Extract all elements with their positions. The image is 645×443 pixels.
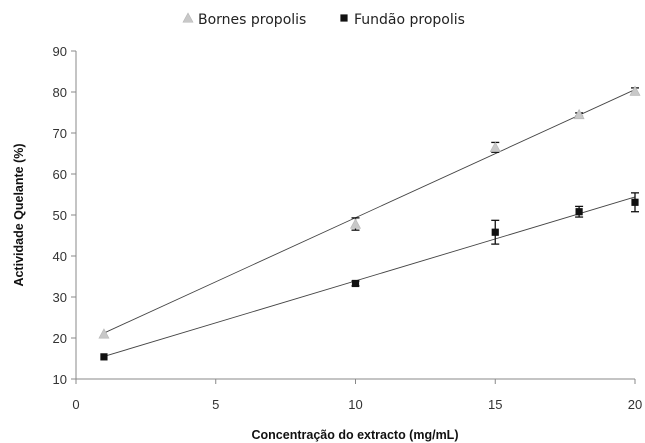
x-tick-label: 20 bbox=[628, 397, 642, 412]
data-point bbox=[573, 108, 585, 120]
y-tick-label: 60 bbox=[53, 167, 67, 182]
legend-label: Bornes propolis bbox=[198, 12, 306, 28]
data-point bbox=[629, 85, 641, 96]
axes: 10 20 30 40 50 60 70 80 90 0 5 10 15 20 bbox=[53, 44, 643, 412]
trendline bbox=[103, 89, 636, 334]
data-point bbox=[491, 228, 499, 236]
data-point bbox=[489, 141, 501, 152]
trendline bbox=[103, 196, 636, 357]
series-fundao bbox=[100, 192, 639, 361]
legend-marker bbox=[340, 14, 348, 22]
y-tick-label: 40 bbox=[53, 249, 67, 264]
x-axis-title: Concentração do extracto (mg/mL) bbox=[252, 428, 459, 442]
legend-label: Fundão propolis bbox=[354, 12, 465, 28]
y-tick-label: 30 bbox=[53, 290, 67, 305]
data-point bbox=[351, 279, 360, 288]
series-bornes bbox=[98, 85, 641, 339]
data-point bbox=[575, 208, 583, 216]
legend-marker bbox=[182, 12, 194, 23]
y-tick-label: 90 bbox=[53, 44, 67, 59]
legend: Bornes propolis Fundão propolis bbox=[182, 12, 465, 28]
x-tick-label: 10 bbox=[348, 397, 362, 412]
data-point bbox=[631, 198, 639, 206]
x-tick-label: 5 bbox=[212, 397, 219, 412]
y-tick-label: 10 bbox=[53, 372, 67, 387]
data-point bbox=[98, 328, 110, 339]
y-tick-label: 20 bbox=[53, 331, 67, 346]
y-axis-title: Actividade Quelante (%) bbox=[12, 143, 26, 286]
x-tick-label: 0 bbox=[72, 397, 79, 412]
y-tick-label: 50 bbox=[53, 208, 67, 223]
plot-area bbox=[98, 85, 641, 361]
y-tick-label: 80 bbox=[53, 85, 67, 100]
x-tick-label: 15 bbox=[488, 397, 502, 412]
data-point bbox=[349, 218, 362, 229]
y-tick-label: 70 bbox=[53, 126, 67, 141]
data-point bbox=[100, 353, 108, 361]
